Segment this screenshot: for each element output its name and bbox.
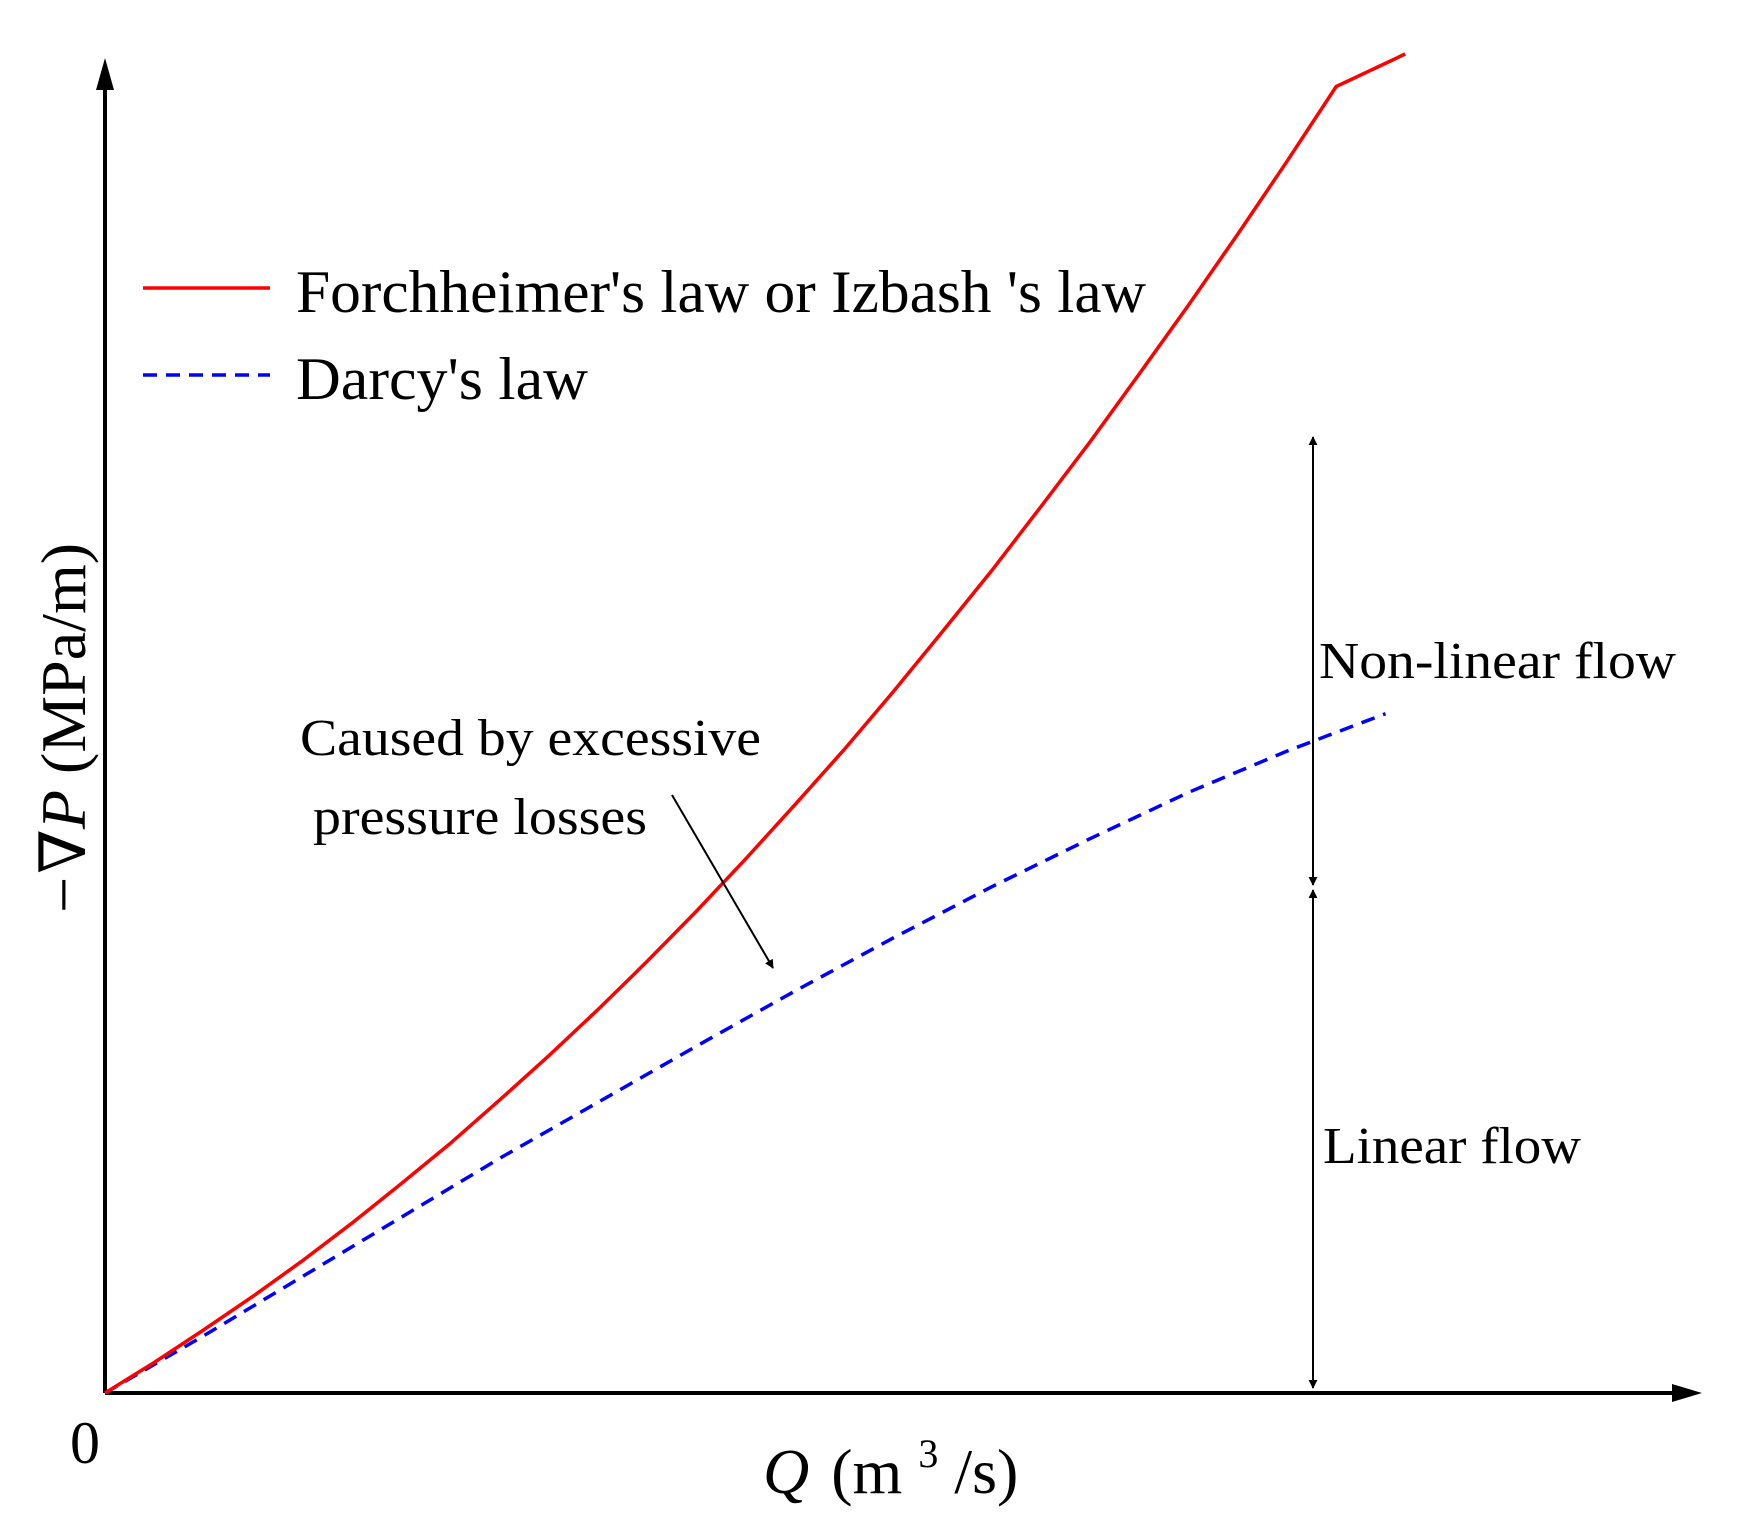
- y-axis-arrow: [96, 58, 114, 90]
- x-axis-label: Q (m 3 /s): [763, 1410, 1018, 1507]
- cause-pointer-arrow: [671, 794, 774, 969]
- y-axis-unit: (MPa/m): [28, 543, 99, 774]
- x-axis-unit-suffix: /s): [954, 1436, 1018, 1507]
- x-axis-arrow: [1672, 1384, 1702, 1402]
- legend-label-darcy: Darcy's law: [296, 346, 589, 412]
- annotation-cause-line1: Caused by excessive: [300, 710, 761, 767]
- y-axis-symbol: −∇P: [28, 790, 99, 917]
- forchheimer-law-line: [104, 52, 1406, 1395]
- origin-label: 0: [70, 1410, 100, 1476]
- annotation-linear-flow: Linear flow: [1323, 1118, 1581, 1175]
- y-axis-label: −∇P (MPa/m): [28, 543, 99, 917]
- annotation-cause-line2: pressure losses: [313, 789, 647, 846]
- x-axis-unit-sup: 3: [918, 1431, 938, 1476]
- legend: Forchheimer's law or Izbash 's law Darcy…: [143, 259, 1147, 412]
- darcy-law-line: [104, 712, 1387, 1395]
- x-axis-symbol: Q: [763, 1436, 809, 1507]
- legend-label-forchheimer: Forchheimer's law or Izbash 's law: [296, 259, 1147, 325]
- x-axis-unit-prefix: (m: [831, 1436, 902, 1507]
- annotation-nonlinear-flow: Non-linear flow: [1319, 633, 1676, 690]
